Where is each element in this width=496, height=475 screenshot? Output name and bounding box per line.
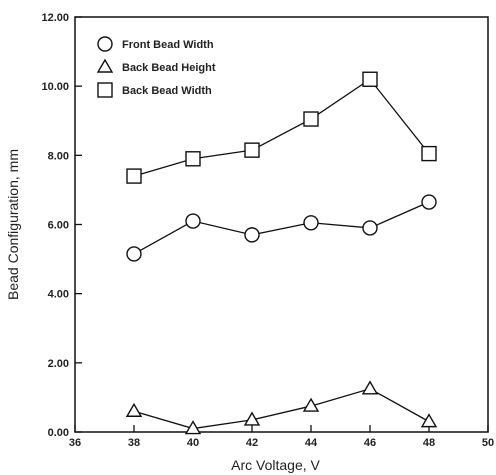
legend-marker-3 bbox=[97, 82, 113, 98]
data-point-series-1 bbox=[421, 194, 437, 210]
data-point-series-1 bbox=[126, 246, 142, 262]
data-point-series-1 bbox=[185, 213, 201, 229]
x-tick-label: 36 bbox=[69, 437, 81, 449]
series-line-1 bbox=[133, 201, 430, 255]
data-point-series-1 bbox=[244, 227, 260, 243]
x-tick-label: 42 bbox=[246, 437, 258, 449]
series-line-3 bbox=[133, 78, 430, 177]
data-point-series-3 bbox=[421, 145, 437, 162]
legend-marker-2 bbox=[96, 58, 114, 73]
data-point-series-3 bbox=[185, 151, 201, 167]
data-point-series-3 bbox=[244, 142, 260, 158]
series-line-2 bbox=[133, 388, 430, 430]
x-axis-title: Arc Voltage, V bbox=[231, 457, 320, 473]
y-tick-label: 10.00 bbox=[41, 81, 69, 93]
data-point-series-2 bbox=[420, 413, 438, 428]
x-tick-label: 38 bbox=[128, 437, 140, 449]
legend-label-2: Back Bead Height bbox=[122, 62, 216, 74]
data-point-series-2 bbox=[243, 411, 261, 426]
data-point-series-3 bbox=[126, 168, 142, 184]
y-axis-title: Bead Configuration, mm bbox=[5, 149, 21, 300]
y-tick-label: 0.00 bbox=[48, 427, 69, 439]
legend-label-1: Front Bead Width bbox=[122, 39, 214, 51]
legend-marker-1 bbox=[97, 36, 113, 52]
y-tick-label: 8.00 bbox=[48, 150, 69, 162]
data-point-series-2 bbox=[184, 420, 202, 435]
data-point-series-1 bbox=[362, 220, 378, 236]
data-point-series-3 bbox=[362, 71, 378, 87]
y-tick-label: 6.00 bbox=[48, 220, 69, 232]
data-point-series-2 bbox=[125, 402, 143, 417]
plot-frame bbox=[74, 16, 489, 433]
y-tick-label: 2.00 bbox=[48, 358, 69, 370]
y-tick-label: 12.00 bbox=[41, 12, 69, 24]
data-point-series-3 bbox=[303, 111, 319, 127]
x-tick-label: 40 bbox=[187, 437, 199, 449]
x-tick-label: 46 bbox=[364, 437, 376, 449]
data-point-series-2 bbox=[302, 397, 320, 412]
data-point-series-2 bbox=[361, 380, 379, 395]
data-point-series-1 bbox=[303, 215, 319, 231]
x-tick-label: 50 bbox=[482, 437, 494, 449]
x-tick-label: 48 bbox=[423, 437, 435, 449]
x-tick-label: 44 bbox=[305, 437, 318, 449]
y-tick-label: 4.00 bbox=[48, 289, 69, 301]
legend-label-3: Back Bead Width bbox=[122, 85, 212, 97]
